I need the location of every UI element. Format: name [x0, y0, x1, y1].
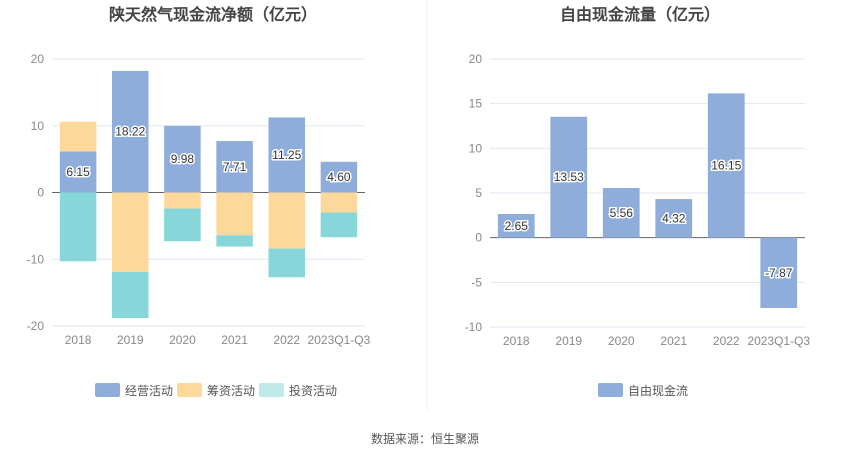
legend-label: 经营活动: [125, 384, 173, 398]
x-tick-label: 2022: [273, 333, 300, 347]
x-tick-label: 2021: [660, 334, 687, 348]
x-tick-label: 2022: [713, 334, 740, 348]
y-tick-label: 10: [31, 119, 45, 133]
x-tick-label: 2018: [65, 333, 92, 347]
legend-label: 筹资活动: [207, 384, 255, 398]
y-tick-label: -20: [27, 319, 45, 333]
bar-筹资活动: [268, 192, 306, 249]
data-label: 13.53: [554, 170, 584, 184]
x-tick-label: 2018: [503, 334, 530, 348]
legend-swatch: [259, 383, 284, 397]
bar-投资活动: [111, 271, 149, 318]
bar-自由现金流: [760, 237, 798, 308]
x-tick-label: 2023Q1-Q3: [747, 334, 810, 348]
data-label: -7.87: [765, 266, 793, 280]
legend-swatch: [177, 383, 202, 397]
y-tick-label: 5: [475, 186, 482, 200]
bar-投资活动: [268, 248, 306, 278]
bar-筹资活动: [111, 192, 149, 272]
bar-自由现金流: [550, 116, 588, 238]
bar-自由现金流: [655, 199, 693, 238]
bar-经营活动: [164, 125, 201, 193]
data-label: 6.15: [66, 165, 90, 179]
bar-自由现金流: [497, 213, 535, 238]
bar-经营活动: [320, 161, 358, 193]
bar-自由现金流: [602, 187, 640, 238]
bar-投资活动: [216, 235, 253, 247]
x-tick-label: 2019: [555, 334, 582, 348]
x-tick-label: 2019: [117, 333, 144, 347]
data-label: 4.32: [662, 211, 686, 225]
data-label: 18.22: [115, 125, 145, 139]
data-label: 2.65: [505, 219, 529, 233]
chart-title: 自由现金流量（亿元）: [560, 5, 720, 24]
bar-筹资活动: [320, 192, 358, 213]
data-label: 9.98: [171, 152, 195, 166]
legend-label: 自由现金流: [628, 383, 688, 398]
data-label: 16.15: [711, 159, 741, 173]
bar-经营活动: [268, 117, 306, 193]
x-tick-label: 2023Q1-Q3: [308, 333, 371, 347]
legend-swatch: [598, 383, 623, 397]
x-tick-label: 2021: [221, 333, 248, 347]
bar-经营活动: [59, 151, 97, 193]
legend-swatch: [95, 383, 120, 397]
y-tick-label: -10: [27, 252, 45, 266]
y-tick-label: -5: [471, 275, 482, 289]
y-tick-label: 20: [31, 52, 45, 66]
bar-投资活动: [164, 208, 201, 242]
data-label: 4.60: [327, 170, 351, 184]
y-tick-label: 15: [469, 97, 483, 111]
y-tick-label: 10: [469, 141, 483, 155]
data-label: 5.56: [610, 206, 634, 220]
bar-筹资活动: [216, 192, 253, 236]
bar-筹资活动: [59, 121, 97, 152]
data-label: 7.71: [223, 160, 247, 174]
bar-经营活动: [216, 141, 253, 193]
source-note: 数据来源：恒生聚源: [371, 431, 479, 446]
chart-title: 陕天然气现金流净额（亿元）: [109, 5, 317, 24]
bar-筹资活动: [164, 192, 201, 209]
bar-自由现金流: [707, 93, 745, 238]
data-label: 11.25: [272, 148, 301, 162]
x-tick-label: 2020: [169, 333, 196, 347]
y-tick-label: 0: [475, 231, 482, 245]
y-tick-label: -10: [465, 320, 483, 334]
bar-投资活动: [59, 192, 97, 262]
y-tick-label: 0: [37, 186, 44, 200]
bar-经营活动: [111, 70, 149, 193]
legend-label: 投资活动: [289, 383, 337, 398]
y-tick-label: 20: [469, 52, 483, 66]
bar-投资活动: [320, 212, 358, 238]
x-tick-label: 2020: [608, 334, 635, 348]
